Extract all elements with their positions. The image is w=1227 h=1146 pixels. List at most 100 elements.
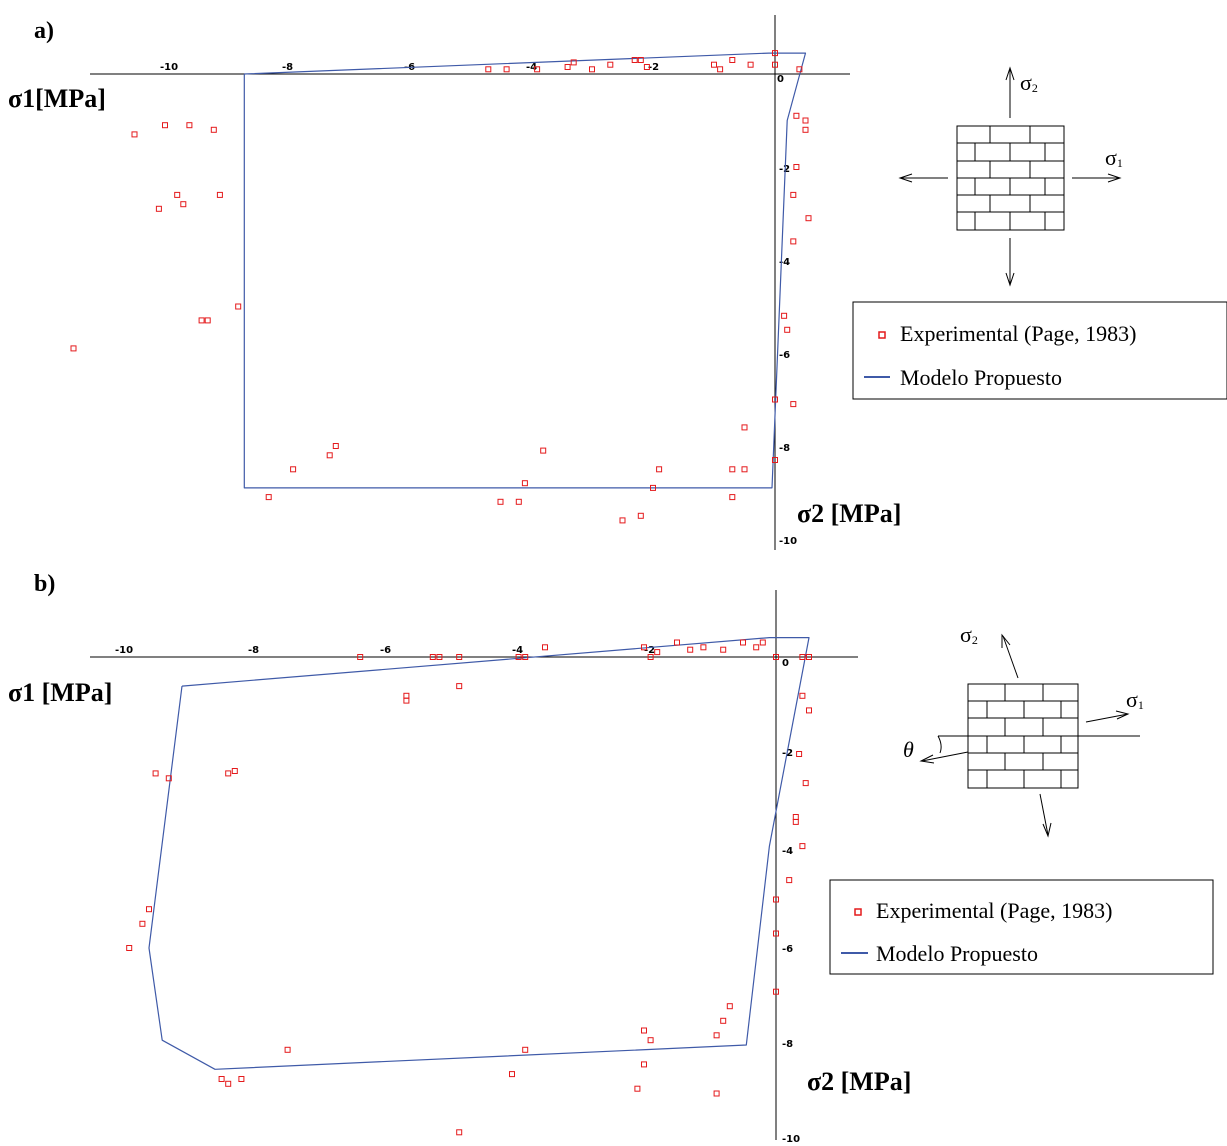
experimental-data-point [70,345,77,352]
panel-b-experimental-series [126,639,812,1136]
experimental-data-point [180,201,187,208]
experimental-data-point [784,326,791,333]
panel-b-label: b) [34,571,55,597]
legend-model-label: Modelo Propuesto [900,365,1062,390]
experimental-data-point [799,654,806,660]
experimental-data-point [165,775,172,782]
panel-a: a) -10 -8 -6 -4 -2 0 -2 -4 -6 -8 -10 σ1[… [8,15,1227,550]
y-tick-label: -4 [779,257,790,268]
y-tick-label: -6 [782,944,793,955]
experimental-data-point [131,131,138,138]
y-tick-label: -10 [779,536,797,547]
experimental-data-point [796,66,803,73]
sigma2-label: σ2 [960,622,978,647]
panel-a-label: a) [34,18,54,44]
experimental-data-point [204,317,211,324]
y-tick-label: -8 [779,443,790,454]
experimental-data-point [729,57,736,63]
experimental-data-point [564,64,571,70]
x-tick-label: -4 [526,62,537,73]
experimental-data-point [759,639,766,646]
panel-b-y-axis-label: σ2 [MPa] [807,1067,911,1096]
experimental-marker-icon [854,908,862,916]
x-tick-label: -2 [644,645,655,656]
experimental-data-point [485,66,492,73]
x-tick-label: -2 [648,62,659,73]
arrowhead-icon [898,173,913,183]
experimental-data-point [139,920,146,927]
panel-b-x-axis-label: σ1 [MPa] [8,678,112,707]
panel-b-model-series [148,636,810,1070]
experimental-data-point [802,780,809,787]
experimental-data-point [656,466,663,473]
experimental-data-point [796,751,803,757]
experimental-data-point [720,646,727,653]
x-tick-label: 0 [777,74,784,85]
sigma2-up-arrow [1002,635,1019,679]
experimental-marker-icon [878,331,886,339]
experimental-data-point [641,1027,647,1034]
experimental-data-point [534,66,541,73]
panel-a-model-series [243,52,807,489]
experimental-data-point [799,843,806,850]
experimental-data-point [792,818,799,825]
experimental-data-point [747,61,754,68]
panel-a-y-axis-label: σ2 [MPa] [797,499,901,528]
sigma2-down-arrow [1039,793,1049,836]
experimental-data-point [641,1061,647,1068]
experimental-data-point [717,66,724,73]
experimental-data-point [225,770,232,777]
experimental-data-point [711,61,717,68]
x-tick-label: -8 [282,62,293,73]
experimental-data-point [790,238,797,245]
experimental-data-point [155,205,162,212]
experimental-data-point [515,654,522,660]
panel-b-axes [90,590,858,1140]
experimental-data-point [637,57,644,63]
experimental-data-point [772,50,778,57]
experimental-data-point [174,191,181,198]
model-boundary-line [148,636,810,1070]
experimental-data-point [619,517,626,524]
experimental-data-point [429,654,436,660]
sigma1-label: σ1 [1126,687,1144,712]
experimental-data-point [753,644,760,651]
panel-b: b) -10 -8 -6 -4 -2 0 -2 -4 -6 -8 -10 σ1 … [8,571,1214,1145]
experimental-data-point [403,692,410,699]
sigma1-left-arrow [921,751,969,762]
experimental-data-point [456,654,463,660]
experimental-data-point [786,877,793,884]
brick-wall-icon [956,125,1065,231]
experimental-data-point [790,191,797,198]
experimental-data-point [216,191,223,198]
panel-a-x-axis-label: σ1[MPa] [8,84,106,113]
legend-experimental-label: Experimental (Page, 1983) [876,898,1112,923]
experimental-data-point [643,64,650,70]
x-tick-label: -10 [115,645,133,656]
experimental-data-point [654,649,661,656]
experimental-data-point [162,122,168,129]
experimental-data-point [772,396,778,403]
experimental-data-point [773,896,779,903]
experimental-data-point [542,644,548,651]
arrowhead-icon [1107,173,1122,183]
arrowhead-icon [1042,822,1052,838]
experimental-data-point [186,122,193,129]
experimental-data-point [198,317,205,324]
panel-a-experimental-series [70,50,812,524]
experimental-data-point [773,654,779,660]
experimental-data-point [806,707,812,714]
experimental-data-point [456,683,463,690]
experimental-data-point [436,654,443,660]
y-tick-label: -4 [782,846,793,857]
arrowhead-icon [1005,66,1015,81]
experimental-data-point [521,480,528,487]
experimental-data-point [589,66,595,73]
experimental-data-point [802,126,809,133]
panel-b-x-ticks: -10 -8 -6 -4 -2 0 [115,645,789,669]
experimental-data-point [509,1071,515,1078]
experimental-data-point [805,215,812,222]
experimental-data-point [357,654,364,660]
experimental-data-point [634,1085,641,1092]
